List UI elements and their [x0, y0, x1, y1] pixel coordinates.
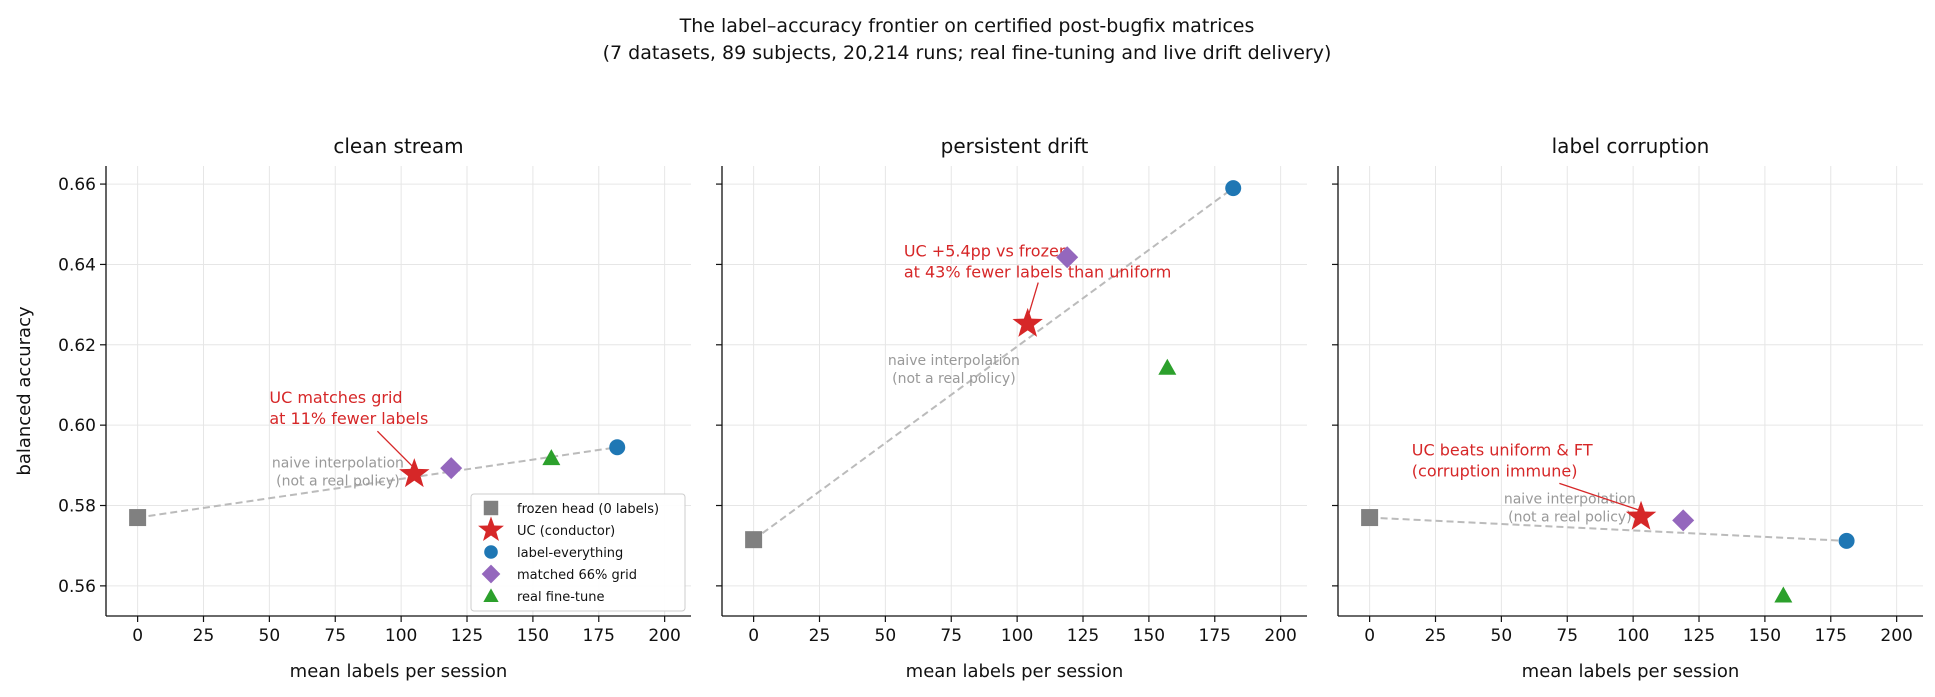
y-tick-label: 0.58: [58, 497, 96, 517]
interpolation-note-line1: naive interpolation: [272, 455, 404, 471]
panel-2: 0 25 50 75 100 125 150 175 200 persistent drift me…: [716, 134, 1307, 682]
panel-title: persistent drift: [941, 134, 1089, 158]
point-label-everything: [609, 439, 626, 456]
figure-title-line2: (7 datasets, 89 subjects, 20,214 runs; r…: [603, 42, 1332, 64]
y-axis-label: balanced accuracy: [14, 306, 35, 476]
panel-1: 0 25 50 75 100 125 150 175 200 0.56 0.58 0.60 0.62 0.…: [14, 134, 691, 682]
x-tick-label: 75: [940, 626, 962, 646]
x-tick-label: 0: [132, 626, 143, 646]
x-tick-label: 50: [875, 626, 897, 646]
y-tick-label: 0.56: [58, 577, 96, 597]
point-grid66: [440, 457, 463, 480]
interpolation-line: [137, 446, 618, 519]
annotation-arrow: [1559, 482, 1642, 512]
x-axis-label: mean labels per session: [290, 661, 508, 682]
x-tick-label: 25: [1425, 626, 1447, 646]
panel-title: clean stream: [333, 134, 463, 158]
x-tick-label: 100: [385, 626, 417, 646]
annotation-arrow: [376, 430, 415, 469]
legend: frozen head (0 labels) UC (conductor) labe…: [470, 493, 686, 612]
x-tick-label: 100: [1617, 626, 1649, 646]
point-uc: [1012, 307, 1043, 337]
x-tick-label: 150: [1749, 626, 1781, 646]
x-tick-label: 200: [1264, 626, 1296, 646]
legend-marker-grid66: [481, 564, 501, 584]
panels: 0 25 50 75 100 125 150 175 200 0.56 0.58 0.60 0.62 0.…: [14, 134, 1923, 682]
interpolation-line: [753, 187, 1234, 541]
point-finetune: [542, 449, 561, 466]
interpolation-note-line1: naive interpolation: [888, 353, 1020, 369]
x-axis-label: mean labels per session: [1522, 661, 1740, 682]
x-axis-label: mean labels per session: [906, 661, 1124, 682]
point-grid66: [1672, 509, 1695, 532]
interpolation-note-line2: (not a real policy): [892, 371, 1016, 387]
annotation-arrow: [1027, 282, 1039, 319]
y-tick-label: 0.66: [58, 175, 96, 195]
x-tick-label: 125: [1067, 626, 1099, 646]
point-label-everything: [1838, 532, 1855, 549]
annotation-line2: (corruption immune): [1412, 461, 1578, 480]
interpolation-line: [1369, 516, 1847, 542]
legend-label-label-everything: label-everything: [517, 546, 623, 561]
annotation-line1: UC beats uniform & FT: [1412, 440, 1593, 459]
point-frozen: [745, 531, 763, 549]
legend-label-frozen: frozen head (0 labels): [517, 502, 659, 517]
x-tick-label: 100: [1001, 626, 1033, 646]
legend-marker-finetune: [483, 588, 499, 602]
x-tick-label: 150: [517, 626, 549, 646]
point-label-everything: [1225, 180, 1242, 197]
x-tick-label: 175: [583, 626, 615, 646]
x-tick-label: 175: [1199, 626, 1231, 646]
x-tick-label: 75: [324, 626, 346, 646]
point-frozen: [1361, 509, 1379, 527]
figure-title-line1: The label–accuracy frontier on certified…: [679, 15, 1255, 37]
y-tick-label: 0.62: [58, 336, 96, 356]
legend-marker-uc: [478, 516, 504, 541]
point-finetune: [1158, 358, 1177, 375]
point-frozen: [129, 509, 147, 527]
x-tick-label: 25: [193, 626, 215, 646]
annotation-line2: at 11% fewer labels: [269, 409, 428, 428]
x-tick-label: 150: [1133, 626, 1165, 646]
interpolation-note-line2: (not a real policy): [1508, 510, 1632, 526]
x-tick-label: 200: [1880, 626, 1912, 646]
legend-marker-label-everything: [484, 545, 498, 559]
x-tick-label: 0: [748, 626, 759, 646]
x-tick-label: 125: [451, 626, 483, 646]
panel-title: label corruption: [1552, 134, 1710, 158]
legend-label-grid66: matched 66% grid: [517, 568, 637, 583]
legend-box: [470, 493, 686, 612]
x-tick-label: 0: [1364, 626, 1375, 646]
x-tick-label: 50: [1491, 626, 1513, 646]
point-uc: [399, 458, 430, 488]
panel-3: 0 25 50 75 100 125 150 175 200 label corruption me…: [1332, 134, 1923, 682]
y-tick-label: 0.60: [58, 416, 96, 436]
legend-label-uc: UC (conductor): [517, 524, 615, 539]
point-grid66: [1056, 246, 1079, 269]
annotation-line2: at 43% fewer labels than uniform: [904, 262, 1171, 281]
annotation-line1: UC matches grid: [269, 388, 402, 407]
x-tick-label: 200: [648, 626, 680, 646]
x-tick-label: 75: [1556, 626, 1578, 646]
x-tick-label: 175: [1815, 626, 1847, 646]
legend-label-finetune: real fine-tune: [517, 590, 604, 605]
legend-marker-frozen: [483, 500, 499, 516]
x-tick-label: 50: [259, 626, 281, 646]
point-uc: [1625, 500, 1657, 530]
x-tick-label: 25: [809, 626, 831, 646]
point-finetune: [1774, 586, 1793, 603]
annotation-line1: UC +5.4pp vs frozen: [904, 241, 1069, 260]
interpolation-note-line1: naive interpolation: [1504, 492, 1636, 508]
x-tick-label: 125: [1683, 626, 1715, 646]
y-tick-label: 0.64: [58, 255, 96, 275]
interpolation-note-line2: (not a real policy): [276, 473, 400, 489]
